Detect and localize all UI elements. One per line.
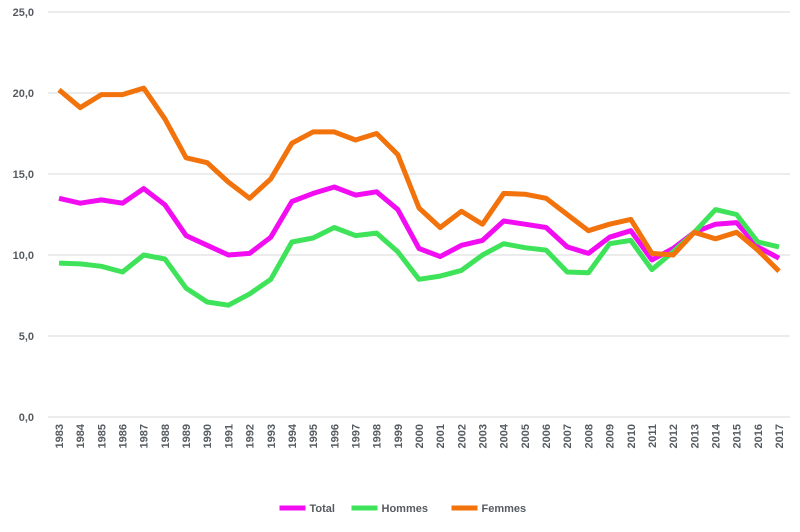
x-tick-label: 1984 [75,423,87,448]
gridlines [48,11,790,418]
x-tick-label: 2003 [478,424,490,448]
y-tick-label: 20,0 [13,88,34,100]
series-line-hommes [58,207,780,308]
x-tick-label: 1985 [96,424,108,448]
x-tick-label: 2014 [710,423,722,448]
x-tick-label: 1987 [139,424,151,448]
x-axis: 1983 1984 1985 1986 1987 1988 1989 1990 1991 1992… [54,423,786,448]
x-tick-label: 1988 [160,424,172,448]
x-tick-label: 2001 [435,424,447,448]
series-line-total [58,184,781,263]
x-tick-label: 2011 [647,424,659,448]
x-tick-label: 2002 [456,424,468,448]
x-tick-label: 1991 [223,424,235,448]
x-tick-label: 2005 [520,424,532,448]
x-tick-label: 2004 [499,423,511,448]
y-tick-label: 0,0 [19,412,34,424]
x-tick-label: 2008 [583,424,595,448]
series-lines [57,85,781,308]
x-tick-label: 2010 [626,424,638,448]
x-tick-label: 1992 [245,424,257,448]
x-tick-label: 1999 [393,424,405,448]
legend: Total Hommes Femmes [279,503,527,515]
x-tick-label: 2009 [605,424,617,448]
x-tick-label: 1983 [54,424,66,448]
x-tick-label: 2017 [774,424,786,448]
y-tick-label: 15,0 [13,169,34,181]
x-tick-label: 1996 [329,424,341,448]
series-line-femmes [57,85,781,273]
x-tick-label: 1995 [308,424,320,448]
x-tick-label: 1993 [266,424,278,448]
legend-label-femmes: Femmes [482,503,527,515]
x-tick-label: 2006 [541,424,553,448]
x-tick-label: 2015 [732,424,744,448]
legend-label-hommes: Hommes [382,503,428,515]
x-tick-label: 1997 [350,424,362,448]
x-tick-label: 1998 [372,424,384,448]
x-tick-label: 1986 [118,424,130,448]
y-tick-label: 5,0 [19,331,34,343]
x-tick-label: 1990 [202,424,214,448]
x-tick-label: 2016 [753,424,765,448]
x-tick-label: 1994 [287,423,299,448]
y-axis: 0,0 5,0 10,0 15,0 20,0 25,0 [13,7,34,424]
legend-label-total: Total [310,503,335,515]
y-tick-label: 25,0 [13,7,34,19]
y-tick-label: 10,0 [13,250,34,262]
x-tick-label: 1989 [181,424,193,448]
x-tick-label: 2007 [562,424,574,448]
x-tick-label: 2012 [668,424,680,448]
x-tick-label: 2000 [414,424,426,448]
x-tick-label: 2013 [689,424,701,448]
